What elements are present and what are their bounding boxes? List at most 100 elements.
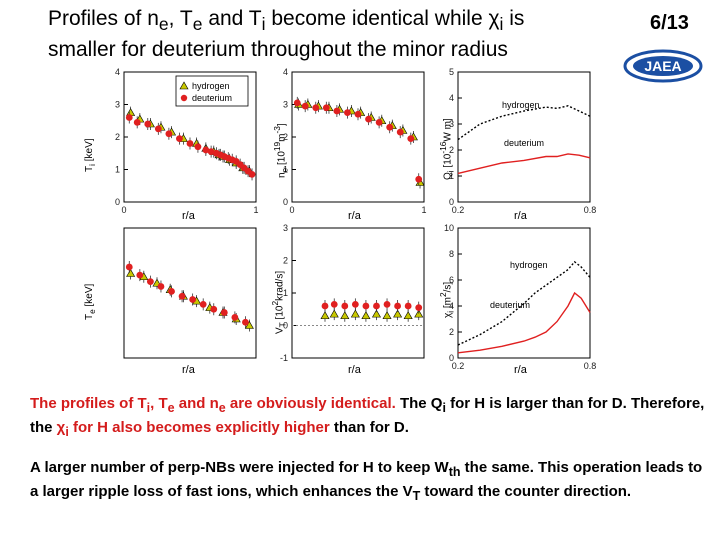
vt-deuterium-point <box>330 300 338 308</box>
legend-deuterium-label: deuterium <box>192 93 232 103</box>
chi-ytick-label: 10 <box>444 223 454 233</box>
ti-ylabel: Ti [keV] <box>84 138 97 172</box>
qi-chart: 0 1 2 3 4 5 0.2 0.8 hydrogen deuterium <box>449 67 596 215</box>
vt-ytick-label: 1 <box>283 288 288 298</box>
vt-deuterium-point <box>415 304 423 312</box>
te-chart <box>123 227 257 359</box>
chi-hydrogen-label: hydrogen <box>510 260 548 270</box>
panel-vt: -1 0 1 2 3 <box>280 223 425 363</box>
chi-ytick-label: 6 <box>449 275 454 285</box>
ne-ytick-label: 1 <box>283 165 288 175</box>
ne-xtick-label: 0 <box>289 205 294 215</box>
vt-hydrogen-point <box>340 311 350 320</box>
panel-te <box>123 227 257 363</box>
vt-deuterium-point <box>351 300 359 308</box>
legend-deuterium-marker <box>180 94 188 102</box>
ne-xtick-label: 1 <box>421 205 426 215</box>
ne-frame <box>291 71 425 203</box>
ne-deuterium-point <box>407 135 415 143</box>
chi-xlabel: r/a <box>514 364 527 376</box>
ne-deuterium-point <box>293 99 301 107</box>
vt-ytick-label: 0 <box>283 321 288 331</box>
vt-frame <box>291 227 425 359</box>
vt-hydrogen-point <box>329 309 339 318</box>
panel-ti: 0 1 2 3 4 0 1 hydrogen deuterium <box>115 67 259 215</box>
vt-ytick-label: 3 <box>283 223 288 233</box>
ne-deuterium-point <box>344 109 351 117</box>
panel-chi: 0 2 4 6 8 10 0.2 0.8 hydrogen deuterium <box>444 223 596 371</box>
ne-deuterium-point <box>396 128 404 136</box>
ne-ytick-label: 2 <box>283 132 288 142</box>
chi-xtick-label: 0.8 <box>584 361 597 371</box>
logo-text: JAEA <box>644 58 681 74</box>
te-deuterium-point <box>136 271 144 279</box>
vt-ytick-label: -1 <box>280 353 288 363</box>
te-xlabel: r/a <box>182 364 195 376</box>
qi-hydrogen-line <box>457 105 591 141</box>
te-hydrogen-point <box>126 268 136 277</box>
ne-ytick-label: 0 <box>283 197 288 207</box>
ne-ytick-label: 4 <box>283 67 288 77</box>
chi-ylabel: χi [m2/s] <box>438 281 456 318</box>
ne-xlabel: r/a <box>348 210 361 222</box>
chi-hydrogen-line <box>457 260 591 346</box>
vt-hydrogen-point <box>361 311 371 320</box>
ti-ytick-label: 2 <box>115 132 120 142</box>
ti-chart: 0 1 2 3 4 0 1 hydrogen deuterium <box>115 67 259 215</box>
chi-ytick-label: 4 <box>449 301 454 311</box>
vt-deuterium-point <box>373 302 380 310</box>
chi-deuterium-label: deuterium <box>490 300 530 310</box>
te-deuterium-point <box>199 300 207 308</box>
vt-hydrogen-point <box>350 309 360 318</box>
chi-ytick-label: 0 <box>449 353 454 363</box>
vt-xlabel: r/a <box>348 364 361 376</box>
vt-deuterium-point <box>321 302 329 310</box>
qi-ytick-label: 4 <box>449 93 454 103</box>
chi-ytick-label: 8 <box>449 249 454 259</box>
vt-ytick-label: 2 <box>283 256 288 266</box>
paragraph-nbi: A larger number of perp-NBs were injecte… <box>30 459 703 503</box>
ne-deuterium-point <box>322 104 330 112</box>
qi-ytick-label: 2 <box>449 145 454 155</box>
ne-ylabel: ne [1019m-3] <box>272 123 290 178</box>
paragraph-profiles: The profiles of Ti, Te and ne are obviou… <box>30 395 705 439</box>
ti-legend: hydrogen deuterium <box>175 75 249 107</box>
vt-deuterium-point <box>383 300 391 308</box>
te-deuterium-point <box>178 292 186 300</box>
qi-hydrogen-label: hydrogen <box>502 100 540 110</box>
page-number: 6/13 <box>650 12 689 34</box>
slide-title: Profiles of ne, Te and Ti become identic… <box>48 7 525 62</box>
te-frame <box>123 227 257 359</box>
ti-ytick-label: 0 <box>115 197 120 207</box>
ne-deuterium-point <box>415 175 423 183</box>
vt-chart: -1 0 1 2 3 <box>280 223 425 363</box>
vt-hydrogen-point <box>382 311 392 320</box>
te-deuterium-point <box>147 278 154 286</box>
ti-ytick-label: 1 <box>115 165 120 175</box>
ne-deuterium-point <box>333 107 341 115</box>
legend-hydrogen-label: hydrogen <box>192 81 230 91</box>
qi-ytick-label: 0 <box>449 197 454 207</box>
vt-hydrogen-point <box>393 309 403 318</box>
legend-hydrogen-marker <box>179 81 189 90</box>
vt-ylabel: VT [102krad/s] <box>270 270 288 334</box>
ti-xtick-label: 1 <box>253 205 258 215</box>
te-deuterium-point <box>242 318 249 326</box>
ti-deuterium-point <box>202 146 210 154</box>
ti-deuterium-point <box>207 148 215 156</box>
te-deuterium-point <box>189 296 197 303</box>
ti-xlabel: r/a <box>182 210 195 222</box>
ne-deuterium-point <box>375 118 383 126</box>
ti-deuterium-point <box>186 140 194 147</box>
qi-ytick-label: 1 <box>449 171 454 181</box>
te-deuterium-point <box>220 309 228 316</box>
ti-ytick-label: 4 <box>115 67 120 77</box>
qi-xtick-label: 0.2 <box>452 205 465 215</box>
ti-deuterium-point <box>165 130 173 138</box>
jaea-logo: JAEA <box>623 49 703 83</box>
chi-chart: 0 2 4 6 8 10 0.2 0.8 hydrogen deuterium <box>444 223 596 371</box>
vt-hydrogen-point <box>403 311 413 320</box>
qi-frame <box>457 71 591 203</box>
ti-deuterium-point <box>133 118 141 126</box>
legend-box <box>175 75 249 107</box>
